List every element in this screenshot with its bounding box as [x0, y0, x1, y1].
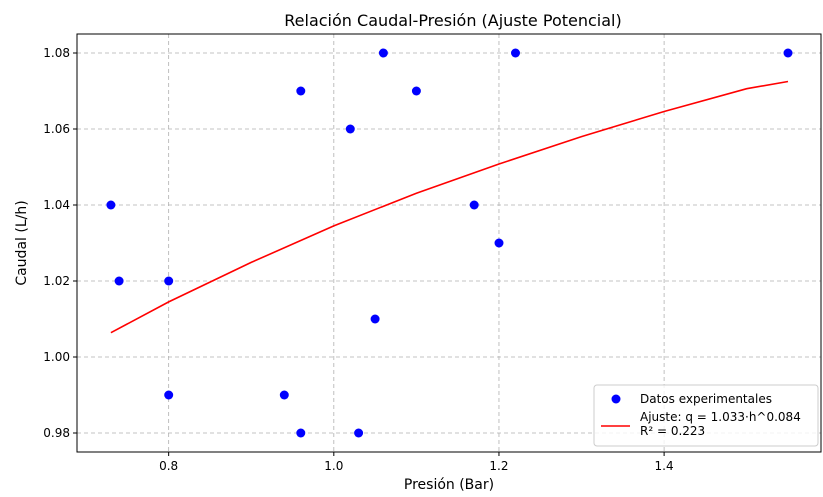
- data-point: [783, 48, 793, 58]
- fit-layer: [110, 80, 789, 334]
- y-tick-label: 1.08: [43, 46, 70, 60]
- fit-curve: [110, 80, 789, 334]
- chart-title: Relación Caudal-Presión (Ajuste Potencia…: [284, 11, 621, 30]
- legend-label-fit-line1: Ajuste: q = 1.033·h^0.084: [640, 410, 801, 424]
- data-point: [411, 86, 421, 96]
- plot-frame: [76, 33, 822, 453]
- legend-box: [593, 384, 819, 447]
- y-tick-label: 1.00: [43, 350, 70, 364]
- y-tick-label: 1.02: [43, 274, 70, 288]
- data-point: [164, 276, 174, 286]
- y-tick-label: 1.04: [43, 198, 70, 212]
- data-point: [296, 86, 306, 96]
- data-point: [279, 390, 289, 400]
- data-point: [114, 276, 124, 286]
- data-point: [296, 428, 306, 438]
- legend-label-scatter: Datos experimentales: [640, 392, 772, 406]
- legend-label-fit-line2: R² = 0.223: [640, 424, 705, 438]
- data-point: [511, 48, 520, 58]
- x-tick-label: 1.2: [489, 459, 508, 473]
- data-point: [469, 200, 479, 210]
- data-point: [494, 238, 504, 248]
- y-axis-title: Caudal (L/h): [14, 200, 30, 285]
- x-axis: 0.8 1.0 1.2 1.4: [159, 452, 674, 473]
- data-point: [354, 428, 364, 438]
- y-axis: 0.98 1.00 1.02 1.04 1.06 1.08: [43, 46, 77, 440]
- x-axis-title: Presión (Bar): [404, 477, 494, 493]
- y-tick-label: 0.98: [43, 426, 70, 440]
- x-tick-label: 1.4: [655, 459, 674, 473]
- y-tick-label: 1.06: [43, 122, 70, 136]
- data-point: [370, 314, 380, 324]
- legend: Datos experimentales Ajuste: q = 1.033·h…: [593, 384, 819, 447]
- x-tick-label: 0.8: [159, 459, 178, 473]
- legend-scatter-marker: [611, 394, 621, 404]
- data-point: [106, 200, 116, 210]
- x-tick-label: 1.0: [324, 459, 343, 473]
- data-point: [164, 390, 174, 400]
- data-point: [345, 124, 355, 134]
- data-point: [378, 48, 388, 58]
- points-layer: [106, 48, 793, 438]
